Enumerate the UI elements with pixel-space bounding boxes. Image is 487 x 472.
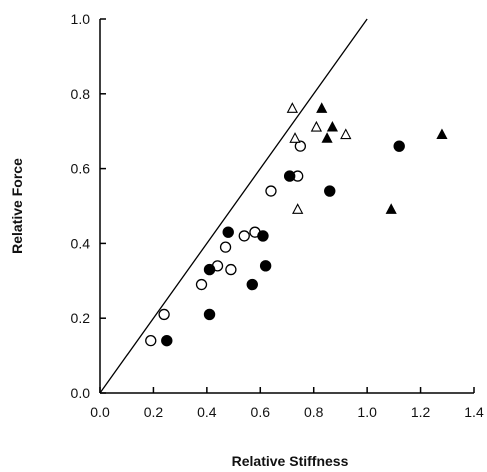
filled-triangle-point <box>385 203 397 214</box>
open-circle-point <box>158 308 170 321</box>
y-tick-label: 0.4 <box>71 235 91 251</box>
open-circle-point <box>265 185 277 197</box>
axes: 0.0 0.2 0.4 0.6 0.8 1.0 1.2 1.4 0.0 0.2 0.4 0.6 0.8 1… <box>71 11 484 420</box>
x-tick-label: 0.0 <box>90 404 110 420</box>
filled-triangle-point <box>326 120 338 132</box>
x-tick-label: 0.6 <box>251 404 271 420</box>
x-tick-label: 1.4 <box>464 404 484 420</box>
open-circle-point <box>238 230 250 242</box>
reference-line-group <box>99 18 368 394</box>
open-circle-point <box>195 278 208 291</box>
y-tick-label: 1.0 <box>71 11 91 27</box>
x-axis-label: Relative Stiffness <box>232 453 349 469</box>
open-circle-point <box>225 263 237 276</box>
open-circle-point <box>294 140 307 152</box>
filled-circle-point <box>161 334 173 347</box>
filled-triangle-point <box>436 128 448 140</box>
filled-triangle-point <box>321 132 333 143</box>
x-tick-label: 1.2 <box>411 404 431 420</box>
filled-triangle-point <box>316 102 328 113</box>
open-triangle-point <box>286 102 299 113</box>
filled-circle-point <box>203 308 216 321</box>
filled-circle-point <box>259 260 272 272</box>
x-tick-label: 0.4 <box>197 404 217 420</box>
data-points <box>145 102 448 347</box>
y-tick-label: 0.0 <box>71 385 91 401</box>
filled-circle-point <box>257 230 269 242</box>
open-triangle-point <box>289 132 301 143</box>
filled-circle-point <box>203 263 216 276</box>
filled-circle-point <box>283 170 296 182</box>
y-tick-label: 0.2 <box>71 310 91 326</box>
open-triangle-point <box>310 120 323 132</box>
open-circle-point <box>145 334 157 347</box>
filled-circle-point <box>393 140 405 152</box>
filled-circle-point <box>246 278 258 291</box>
x-tick-label: 0.2 <box>144 404 164 420</box>
open-circle-point <box>219 241 232 253</box>
y-axis-label: Relative Force <box>9 158 25 254</box>
x-tick-label: 0.8 <box>304 404 324 420</box>
x-tick-label: 1.0 <box>357 404 377 420</box>
y-tick-label: 0.8 <box>71 86 91 102</box>
y-tick-label: 0.6 <box>71 161 91 177</box>
open-triangle-point <box>292 203 304 214</box>
reference-line <box>99 18 368 394</box>
open-triangle-point <box>340 128 352 140</box>
filled-circle-point <box>222 226 234 238</box>
filled-circle-point <box>324 185 336 197</box>
